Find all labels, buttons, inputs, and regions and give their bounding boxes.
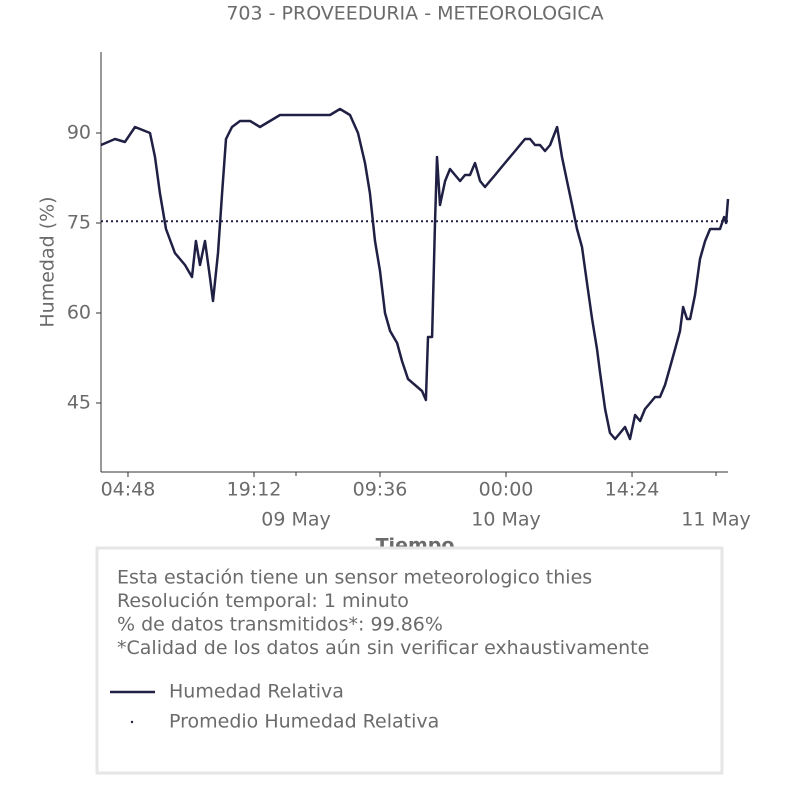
x-date-label: 10 May xyxy=(471,509,541,531)
info-text: % de datos transmitidos*: 99.86% xyxy=(117,614,443,636)
y-tick-label: 45 xyxy=(67,392,91,414)
legend-swatch xyxy=(130,720,134,724)
x-date-label: 09 May xyxy=(261,509,331,531)
y-tick-label: 60 xyxy=(67,302,91,324)
x-tick-label: 04:48 xyxy=(101,479,156,501)
info-text: *Calidad de los datos aún sin verificar … xyxy=(117,637,649,659)
y-tick-label: 75 xyxy=(67,212,91,234)
legend-label: Promedio Humedad Relativa xyxy=(169,711,439,733)
x-tick-label: 09:36 xyxy=(353,479,408,501)
legend-label: Humedad Relativa xyxy=(169,681,344,703)
y-tick-label: 90 xyxy=(67,122,91,144)
legend-box xyxy=(95,546,724,775)
x-tick-label: 14:24 xyxy=(605,479,660,501)
chart-title: 703 - PROVEEDURIA - METEOROLOGICA xyxy=(226,3,603,25)
x-date-label: 11 May xyxy=(681,509,751,531)
data-line xyxy=(100,107,730,441)
x-tick-label: 19:12 xyxy=(227,479,282,501)
info-text: Resolución temporal: 1 minuto xyxy=(117,590,409,612)
y-axis-label: Humedad (%) xyxy=(37,196,59,327)
info-text: Esta estación tiene un sensor meteorolog… xyxy=(117,567,592,589)
x-tick-label: 00:00 xyxy=(479,479,534,501)
